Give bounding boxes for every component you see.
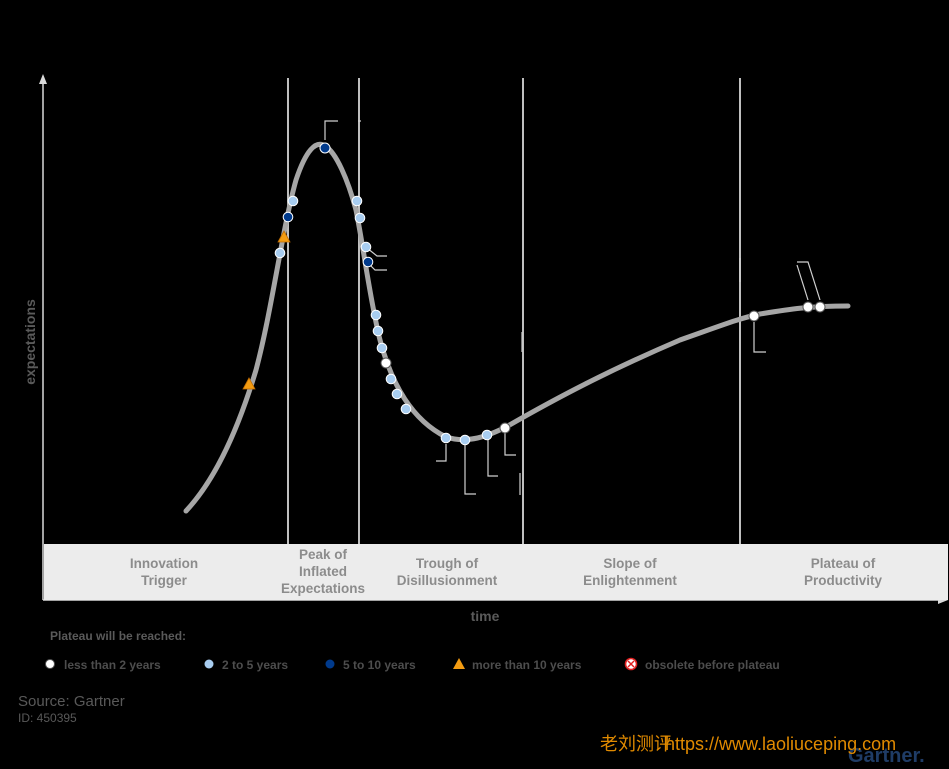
source-note: Source: Gartner xyxy=(18,693,125,710)
marker-less-than-2-years xyxy=(748,310,760,322)
y-axis-arrow xyxy=(39,74,47,84)
phase-band xyxy=(44,544,948,600)
technology-markers xyxy=(242,142,826,446)
watermark-url[interactable]: https://www.laoliuceping.com xyxy=(665,734,896,754)
phase-label-trough-2: Disillusionment xyxy=(397,573,498,588)
phase-label-peak-3: Expectations xyxy=(281,581,365,596)
x-axis-title: time xyxy=(471,608,500,624)
marker-5-to-10-years xyxy=(282,211,294,223)
marker-2-to-5-years xyxy=(459,434,471,446)
marker-less-than-2-years xyxy=(814,301,826,313)
brand-logo: Gartner. xyxy=(848,745,925,767)
phase-label-slope-1: Slope of xyxy=(603,556,657,571)
legend-swatch-less-than-2-years xyxy=(45,659,55,669)
marker-2-to-5-years xyxy=(354,212,366,224)
leader-line xyxy=(504,432,516,456)
marker-2-to-5-years xyxy=(372,325,384,337)
legend-label-more-than-10-years: more than 10 years xyxy=(472,658,582,672)
legend: Plateau will be reached: less than 2 yea… xyxy=(45,629,780,672)
marker-2-to-5-years xyxy=(481,429,493,441)
hype-curve xyxy=(183,142,851,514)
marker-2-to-5-years xyxy=(370,309,382,321)
legend-swatch-more-than-10-years xyxy=(453,658,465,669)
watermark-cn: 老刘测评 xyxy=(600,734,672,754)
leader-line xyxy=(797,261,821,301)
axes xyxy=(39,74,948,604)
phase-label-innovation-2: Trigger xyxy=(141,573,188,588)
legend-title: Plateau will be reached: xyxy=(50,629,186,643)
phase-label-innovation-1: Innovation xyxy=(130,556,198,571)
phase-label-plateau-1: Plateau of xyxy=(811,556,876,571)
legend-label-obsolete: obsolete before plateau xyxy=(645,658,780,672)
leader-lines xyxy=(324,120,821,495)
phase-label-trough-1: Trough of xyxy=(416,556,479,571)
document-id: ID: 450395 xyxy=(18,711,77,725)
marker-2-to-5-years xyxy=(287,195,299,207)
phase-label-peak-1: Peak of xyxy=(299,547,348,562)
phase-label-peak-2: Inflated xyxy=(299,564,347,579)
legend-label-less-than-2-years: less than 2 years xyxy=(64,658,161,672)
y-axis-title: expectations xyxy=(22,299,38,385)
phase-dividers xyxy=(287,78,741,544)
legend-swatch-obsolete-x2 xyxy=(627,660,635,668)
marker-2-to-5-years xyxy=(385,373,397,385)
leader-line xyxy=(436,444,447,462)
leader-line xyxy=(464,445,476,495)
leader-line xyxy=(487,440,498,477)
marker-5-to-10-years xyxy=(319,142,331,154)
marker-more-than-10-years xyxy=(277,230,291,243)
leader-line xyxy=(753,322,766,353)
marker-more-than-10-years xyxy=(242,377,256,390)
marker-2-to-5-years xyxy=(400,403,412,415)
marker-2-to-5-years xyxy=(360,241,372,253)
marker-2-to-5-years xyxy=(440,432,452,444)
marker-2-to-5-years xyxy=(351,195,363,207)
marker-2-to-5-years xyxy=(376,342,388,354)
phase-labels: Innovation Trigger Peak of Inflated Expe… xyxy=(130,547,883,596)
marker-2-to-5-years xyxy=(391,388,403,400)
legend-label-2-to-5-years: 2 to 5 years xyxy=(222,658,288,672)
marker-5-to-10-years xyxy=(362,256,374,268)
marker-less-than-2-years xyxy=(499,422,511,434)
legend-swatch-5-to-10-years xyxy=(325,659,335,669)
leader-line xyxy=(324,120,338,140)
legend-swatch-2-to-5-years xyxy=(204,659,214,669)
marker-less-than-2-years xyxy=(802,301,814,313)
marker-less-than-2-years xyxy=(380,357,392,369)
phase-label-slope-2: Enlightenment xyxy=(583,573,677,588)
marker-2-to-5-years xyxy=(274,247,286,259)
legend-label-5-to-10-years: 5 to 10 years xyxy=(343,658,416,672)
leader-line xyxy=(366,247,387,257)
leader-line xyxy=(796,264,809,301)
leader-line xyxy=(369,264,387,271)
phase-label-plateau-2: Productivity xyxy=(804,573,883,588)
